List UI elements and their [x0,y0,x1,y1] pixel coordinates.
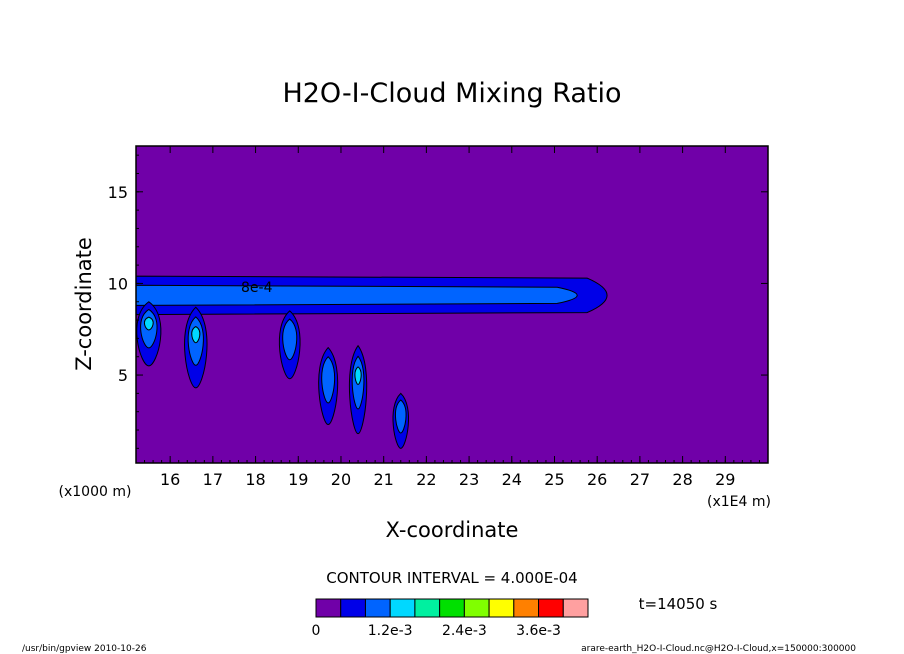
footer-right: arare-earth_H2O-I-Cloud.nc@H2O-I-Cloud,x… [581,644,856,654]
contour-plume-5-level-2 [321,356,336,404]
colorbar-swatch-5 [439,598,465,618]
y-tick-label-15: 15 [108,183,128,202]
x-tick-label-24: 24 [502,470,522,489]
colorbar-label-2: 2.4e-3 [442,623,487,639]
contour-plume-6-level-3 [354,366,362,385]
colorbar-label-0: 0 [312,623,321,639]
x-tick-label-16: 16 [160,470,180,489]
y-axis-label: Z-coordinate [72,237,96,371]
colorbar-swatch-1 [340,598,366,618]
y-tick-label-5: 5 [118,366,128,385]
x-axis-label: X-coordinate [386,518,519,542]
colorbar-swatch-8 [513,598,540,618]
x-tick-label-21: 21 [373,470,393,489]
contour-label: 8e-4 [241,280,273,296]
colorbar-label-1: 1.2e-3 [368,623,413,639]
x-tick-label-25: 25 [544,470,564,489]
contour-plume-3-level-3 [191,326,201,344]
x-tick-label-29: 29 [715,470,735,489]
contour-interval-text: CONTOUR INTERVAL = 4.000E-04 [326,569,577,587]
x-unit-right: (x1E4 m) [707,494,771,510]
colorbar-swatch-7 [488,598,515,618]
x-tick-label-20: 20 [331,470,351,489]
colorbar-label-3: 3.6e-3 [516,623,561,639]
contour-plume-2-level-3 [143,316,154,331]
colorbar-swatch-2 [364,598,391,618]
y-tick-label-10: 10 [108,274,128,293]
colorbar-swatch-10 [562,598,589,618]
colorbar-swatch-9 [538,598,564,618]
y-axis-ticks: 5 10 15 [108,154,768,449]
colorbar-swatch-0 [315,598,342,618]
plot-area: 8e-4 16 17 18 19 20 21 22 23 24 25 26 27 28 29 5 10 15 [108,145,769,489]
colorbar-swatch-6 [463,598,490,618]
contour-plume-7-level-2 [394,399,407,434]
x-tick-label-26: 26 [587,470,607,489]
x-unit-left: (x1000 m) [59,484,132,500]
footer-left: /usr/bin/gpview 2010-10-26 [22,644,147,654]
contour-layer-1 [135,284,578,306]
colorbar-swatch-4 [414,598,441,618]
x-tick-label-19: 19 [288,470,308,489]
colorbar: 0 1.2e-3 2.4e-3 3.6e-3 [312,598,589,639]
x-axis-ticks: 16 17 18 19 20 21 22 23 24 25 26 27 28 29 [135,146,769,489]
x-tick-label-23: 23 [459,470,479,489]
x-tick-label-22: 22 [416,470,436,489]
x-tick-label-18: 18 [245,470,265,489]
contour-fills [135,275,608,449]
x-tick-label-17: 17 [203,470,223,489]
time-label: t=14050 s [639,595,718,613]
x-tick-label-27: 27 [630,470,650,489]
contour-plume-4-level-2 [282,318,298,361]
chart-title: H2O-I-Cloud Mixing Ratio [282,78,621,109]
colorbar-swatch-3 [389,598,416,618]
x-tick-label-28: 28 [672,470,692,489]
